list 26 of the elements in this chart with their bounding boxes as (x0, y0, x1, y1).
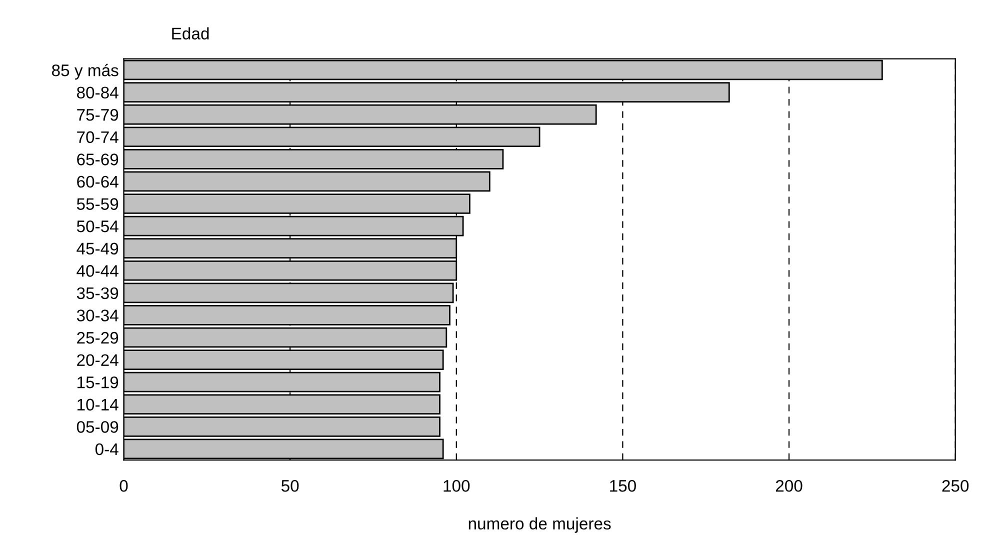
y-tick-label: 35-39 (76, 287, 118, 300)
y-tick-label: 05-09 (76, 421, 118, 433)
x-tick-label: 250 (942, 480, 969, 492)
x-axis-title: numero de mujeres (468, 517, 611, 533)
y-tick-label: 40-44 (76, 265, 118, 277)
y-tick-label: 80-84 (76, 86, 118, 98)
y-tick-label: 55-59 (76, 198, 118, 210)
x-tick-label: 200 (776, 480, 802, 492)
y-tick-label: 10-14 (78, 398, 118, 411)
y-tick-label: 45-49 (76, 242, 118, 255)
y-tick-label: 15-19 (78, 376, 118, 388)
x-tick-label: 150 (610, 480, 636, 492)
y-tick-label: 60-64 (77, 176, 118, 188)
y-tick-label: 70-74 (77, 131, 118, 144)
x-tick-label: 50 (281, 480, 299, 492)
y-tick-label: 25-29 (77, 332, 118, 344)
y-tick-label: 0-4 (95, 443, 118, 456)
x-tick-label: 100 (444, 480, 470, 492)
x-tick-label: 0 (120, 480, 128, 492)
y-tick-label: 75-79 (77, 108, 118, 121)
y-tick-label: 50-54 (76, 220, 118, 232)
y-tick-label: 30-34 (76, 310, 118, 322)
y-tick-label: 85 y más (52, 64, 118, 80)
y-tick-label: 20-24 (77, 354, 118, 366)
y-axis-title: Edad (172, 27, 209, 40)
y-tick-label: 65-69 (77, 154, 118, 166)
